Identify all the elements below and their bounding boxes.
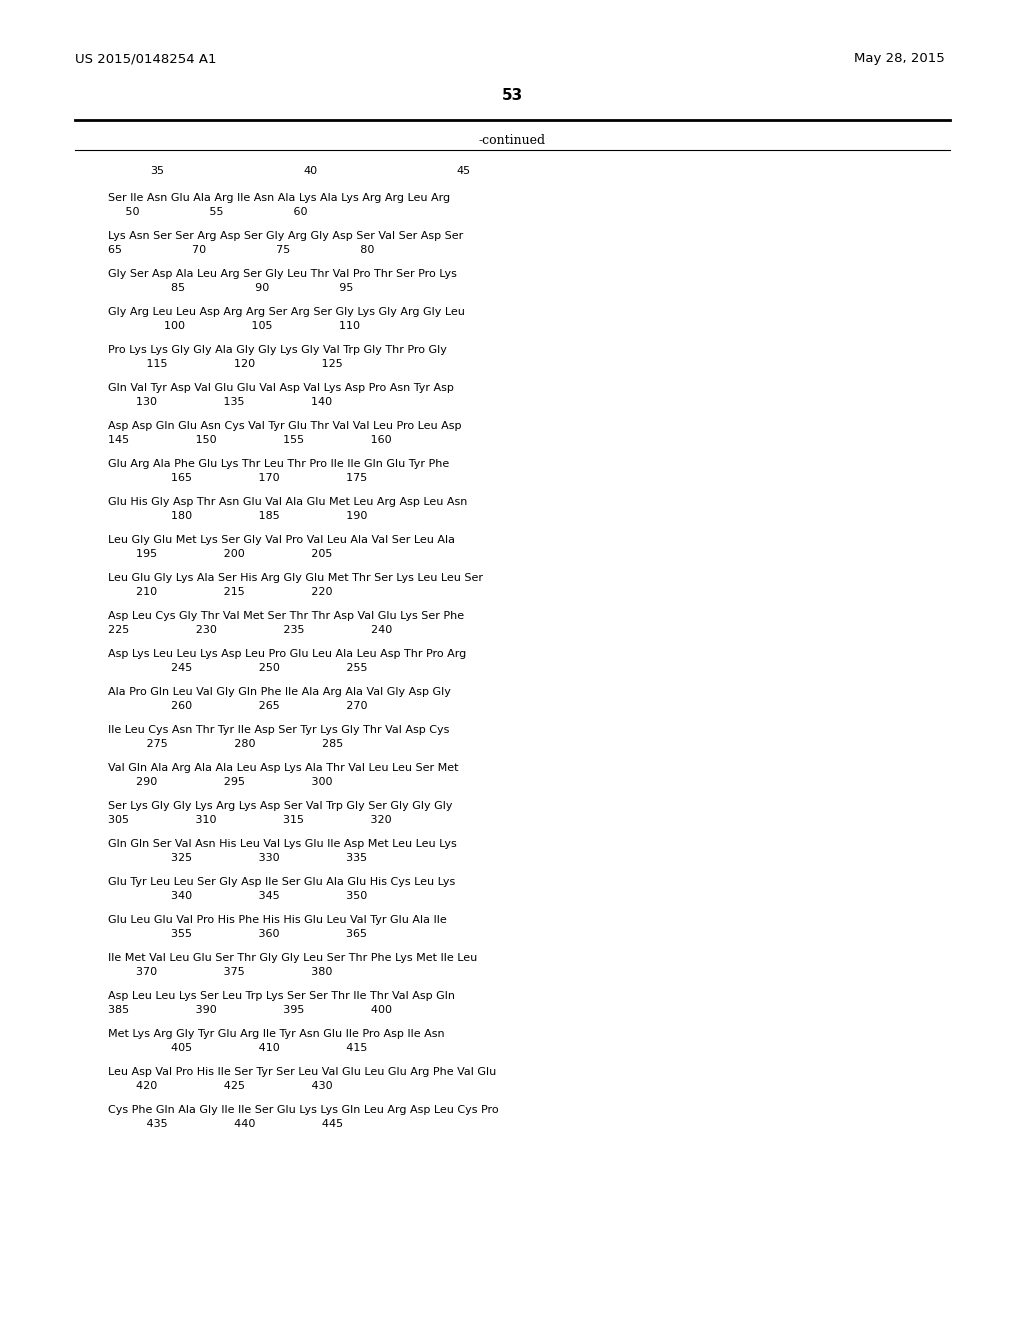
Text: 210                   215                   220: 210 215 220: [108, 587, 333, 597]
Text: US 2015/0148254 A1: US 2015/0148254 A1: [75, 51, 216, 65]
Text: 305                   310                   315                   320: 305 310 315 320: [108, 814, 391, 825]
Text: Glu Leu Glu Val Pro His Phe His His Glu Leu Val Tyr Glu Ala Ile: Glu Leu Glu Val Pro His Phe His His Glu …: [108, 915, 446, 925]
Text: 260                   265                   270: 260 265 270: [108, 701, 368, 711]
Text: 180                   185                   190: 180 185 190: [108, 511, 368, 521]
Text: Val Gln Ala Arg Ala Ala Leu Asp Lys Ala Thr Val Leu Leu Ser Met: Val Gln Ala Arg Ala Ala Leu Asp Lys Ala …: [108, 763, 459, 774]
Text: Gly Arg Leu Leu Asp Arg Arg Ser Arg Ser Gly Lys Gly Arg Gly Leu: Gly Arg Leu Leu Asp Arg Arg Ser Arg Ser …: [108, 308, 465, 317]
Text: 385                   390                   395                   400: 385 390 395 400: [108, 1005, 392, 1015]
Text: 145                   150                   155                   160: 145 150 155 160: [108, 436, 391, 445]
Text: 405                   410                   415: 405 410 415: [108, 1043, 368, 1053]
Text: -continued: -continued: [478, 135, 546, 147]
Text: Glu Arg Ala Phe Glu Lys Thr Leu Thr Pro Ile Ile Gln Glu Tyr Phe: Glu Arg Ala Phe Glu Lys Thr Leu Thr Pro …: [108, 459, 450, 469]
Text: Ile Met Val Leu Glu Ser Thr Gly Gly Leu Ser Thr Phe Lys Met Ile Leu: Ile Met Val Leu Glu Ser Thr Gly Gly Leu …: [108, 953, 477, 964]
Text: 115                   120                   125: 115 120 125: [108, 359, 343, 370]
Text: 435                   440                   445: 435 440 445: [108, 1119, 343, 1129]
Text: Asp Lys Leu Leu Lys Asp Leu Pro Glu Leu Ala Leu Asp Thr Pro Arg: Asp Lys Leu Leu Lys Asp Leu Pro Glu Leu …: [108, 649, 466, 659]
Text: 370                   375                   380: 370 375 380: [108, 968, 333, 977]
Text: Ile Leu Cys Asn Thr Tyr Ile Asp Ser Tyr Lys Gly Thr Val Asp Cys: Ile Leu Cys Asn Thr Tyr Ile Asp Ser Tyr …: [108, 725, 450, 735]
Text: 45: 45: [456, 166, 470, 176]
Text: 325                   330                   335: 325 330 335: [108, 853, 368, 863]
Text: Leu Glu Gly Lys Ala Ser His Arg Gly Glu Met Thr Ser Lys Leu Leu Ser: Leu Glu Gly Lys Ala Ser His Arg Gly Glu …: [108, 573, 483, 583]
Text: 100                   105                   110: 100 105 110: [108, 321, 360, 331]
Text: 65                    70                    75                    80: 65 70 75 80: [108, 246, 375, 255]
Text: 130                   135                   140: 130 135 140: [108, 397, 332, 407]
Text: Ala Pro Gln Leu Val Gly Gln Phe Ile Ala Arg Ala Val Gly Asp Gly: Ala Pro Gln Leu Val Gly Gln Phe Ile Ala …: [108, 686, 451, 697]
Text: Met Lys Arg Gly Tyr Glu Arg Ile Tyr Asn Glu Ile Pro Asp Ile Asn: Met Lys Arg Gly Tyr Glu Arg Ile Tyr Asn …: [108, 1030, 444, 1039]
Text: 50                    55                    60: 50 55 60: [108, 207, 307, 216]
Text: Leu Asp Val Pro His Ile Ser Tyr Ser Leu Val Glu Leu Glu Arg Phe Val Glu: Leu Asp Val Pro His Ile Ser Tyr Ser Leu …: [108, 1067, 497, 1077]
Text: 245                   250                   255: 245 250 255: [108, 663, 368, 673]
Text: Ser Ile Asn Glu Ala Arg Ile Asn Ala Lys Ala Lys Arg Arg Leu Arg: Ser Ile Asn Glu Ala Arg Ile Asn Ala Lys …: [108, 193, 451, 203]
Text: 35: 35: [150, 166, 164, 176]
Text: Glu Tyr Leu Leu Ser Gly Asp Ile Ser Glu Ala Glu His Cys Leu Lys: Glu Tyr Leu Leu Ser Gly Asp Ile Ser Glu …: [108, 876, 456, 887]
Text: Asp Leu Leu Lys Ser Leu Trp Lys Ser Ser Thr Ile Thr Val Asp Gln: Asp Leu Leu Lys Ser Leu Trp Lys Ser Ser …: [108, 991, 455, 1001]
Text: 340                   345                   350: 340 345 350: [108, 891, 368, 902]
Text: Gln Gln Ser Val Asn His Leu Val Lys Glu Ile Asp Met Leu Leu Lys: Gln Gln Ser Val Asn His Leu Val Lys Glu …: [108, 840, 457, 849]
Text: 195                   200                   205: 195 200 205: [108, 549, 333, 558]
Text: 355                   360                   365: 355 360 365: [108, 929, 367, 939]
Text: Lys Asn Ser Ser Arg Asp Ser Gly Arg Gly Asp Ser Val Ser Asp Ser: Lys Asn Ser Ser Arg Asp Ser Gly Arg Gly …: [108, 231, 463, 242]
Text: Ser Lys Gly Gly Lys Arg Lys Asp Ser Val Trp Gly Ser Gly Gly Gly: Ser Lys Gly Gly Lys Arg Lys Asp Ser Val …: [108, 801, 453, 810]
Text: Asp Asp Gln Glu Asn Cys Val Tyr Glu Thr Val Val Leu Pro Leu Asp: Asp Asp Gln Glu Asn Cys Val Tyr Glu Thr …: [108, 421, 462, 432]
Text: Pro Lys Lys Gly Gly Ala Gly Gly Lys Gly Val Trp Gly Thr Pro Gly: Pro Lys Lys Gly Gly Ala Gly Gly Lys Gly …: [108, 345, 446, 355]
Text: May 28, 2015: May 28, 2015: [854, 51, 945, 65]
Text: Glu His Gly Asp Thr Asn Glu Val Ala Glu Met Leu Arg Asp Leu Asn: Glu His Gly Asp Thr Asn Glu Val Ala Glu …: [108, 498, 467, 507]
Text: Cys Phe Gln Ala Gly Ile Ile Ser Glu Lys Lys Gln Leu Arg Asp Leu Cys Pro: Cys Phe Gln Ala Gly Ile Ile Ser Glu Lys …: [108, 1105, 499, 1115]
Text: 40: 40: [303, 166, 317, 176]
Text: 225                   230                   235                   240: 225 230 235 240: [108, 624, 392, 635]
Text: Gln Val Tyr Asp Val Glu Glu Val Asp Val Lys Asp Pro Asn Tyr Asp: Gln Val Tyr Asp Val Glu Glu Val Asp Val …: [108, 383, 454, 393]
Text: Asp Leu Cys Gly Thr Val Met Ser Thr Thr Asp Val Glu Lys Ser Phe: Asp Leu Cys Gly Thr Val Met Ser Thr Thr …: [108, 611, 464, 620]
Text: 165                   170                   175: 165 170 175: [108, 473, 368, 483]
Text: 275                   280                   285: 275 280 285: [108, 739, 343, 748]
Text: Gly Ser Asp Ala Leu Arg Ser Gly Leu Thr Val Pro Thr Ser Pro Lys: Gly Ser Asp Ala Leu Arg Ser Gly Leu Thr …: [108, 269, 457, 279]
Text: 290                   295                   300: 290 295 300: [108, 777, 333, 787]
Text: 85                    90                    95: 85 90 95: [108, 282, 353, 293]
Text: Leu Gly Glu Met Lys Ser Gly Val Pro Val Leu Ala Val Ser Leu Ala: Leu Gly Glu Met Lys Ser Gly Val Pro Val …: [108, 535, 455, 545]
Text: 53: 53: [502, 88, 522, 103]
Text: 420                   425                   430: 420 425 430: [108, 1081, 333, 1092]
